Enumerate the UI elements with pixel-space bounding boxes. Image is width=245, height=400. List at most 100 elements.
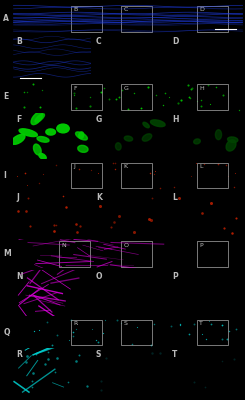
Point <box>121 87 124 93</box>
Point <box>37 180 41 186</box>
Text: T: T <box>172 350 177 359</box>
Point <box>150 350 154 356</box>
Ellipse shape <box>34 144 41 155</box>
Point <box>117 213 121 219</box>
Text: N: N <box>17 272 23 281</box>
Point <box>72 90 76 96</box>
Ellipse shape <box>57 124 69 133</box>
Ellipse shape <box>142 134 152 141</box>
Point <box>167 94 171 100</box>
Point <box>41 171 45 177</box>
Point <box>30 378 34 384</box>
Point <box>22 104 26 110</box>
Point <box>111 160 115 166</box>
Ellipse shape <box>215 130 221 140</box>
Point <box>132 229 136 235</box>
Point <box>147 216 151 223</box>
Point <box>103 316 107 323</box>
Text: T: T <box>199 321 203 326</box>
Point <box>169 322 173 329</box>
Point <box>135 324 139 330</box>
Point <box>71 332 75 339</box>
Ellipse shape <box>226 140 236 151</box>
Text: N: N <box>61 243 66 248</box>
Point <box>102 85 106 91</box>
Point <box>238 107 242 113</box>
Point <box>34 350 37 357</box>
Text: O: O <box>96 272 102 281</box>
Point <box>25 353 29 359</box>
Text: J: J <box>17 194 19 202</box>
Point <box>234 326 238 332</box>
Point <box>153 321 157 327</box>
Point <box>149 342 153 348</box>
Text: M: M <box>3 249 11 258</box>
Point <box>176 100 180 107</box>
Ellipse shape <box>228 137 238 142</box>
Point <box>85 383 89 389</box>
Point <box>67 337 71 344</box>
Text: D: D <box>172 37 178 46</box>
Point <box>113 160 117 166</box>
Point <box>32 328 36 334</box>
Point <box>113 166 117 172</box>
Text: H: H <box>172 115 179 124</box>
Text: A: A <box>3 14 9 23</box>
Point <box>192 321 196 327</box>
Point <box>146 83 150 90</box>
Point <box>99 378 103 384</box>
Ellipse shape <box>35 114 45 122</box>
Bar <box>197 84 228 110</box>
Point <box>25 182 29 188</box>
Point <box>55 355 59 362</box>
Point <box>204 336 208 342</box>
Point <box>152 171 156 177</box>
Point <box>158 185 161 191</box>
Point <box>31 370 35 376</box>
Point <box>158 350 162 356</box>
Text: C: C <box>123 8 128 12</box>
Bar <box>197 241 228 267</box>
Text: C: C <box>96 37 102 46</box>
Point <box>209 200 213 207</box>
Point <box>24 208 28 215</box>
Text: K: K <box>123 164 128 169</box>
Point <box>22 89 26 95</box>
Point <box>54 222 58 228</box>
Point <box>163 90 167 96</box>
Text: B: B <box>73 8 77 12</box>
Point <box>28 223 32 230</box>
Point <box>178 322 182 328</box>
Point <box>37 326 41 333</box>
Point <box>40 87 44 94</box>
Text: F: F <box>73 86 77 91</box>
Point <box>52 228 56 234</box>
Point <box>26 195 30 202</box>
Text: H: H <box>199 86 204 91</box>
Point <box>78 223 82 229</box>
Point <box>101 330 105 336</box>
Point <box>112 219 116 225</box>
Point <box>189 86 193 92</box>
Point <box>147 170 151 177</box>
Point <box>46 355 50 362</box>
Point <box>46 349 50 355</box>
Point <box>109 224 113 230</box>
Text: F: F <box>17 115 22 124</box>
Ellipse shape <box>124 136 133 141</box>
Point <box>30 384 34 390</box>
Point <box>187 94 191 100</box>
Text: J: J <box>73 164 75 169</box>
Point <box>195 98 199 104</box>
Point <box>232 183 235 190</box>
Bar <box>121 241 152 267</box>
Point <box>55 332 59 338</box>
Text: B: B <box>17 37 22 46</box>
Point <box>31 81 35 87</box>
Text: P: P <box>199 243 203 248</box>
Point <box>38 104 42 110</box>
Text: G: G <box>123 86 128 91</box>
Point <box>199 103 203 109</box>
Text: D: D <box>199 8 204 12</box>
Bar <box>197 6 228 32</box>
